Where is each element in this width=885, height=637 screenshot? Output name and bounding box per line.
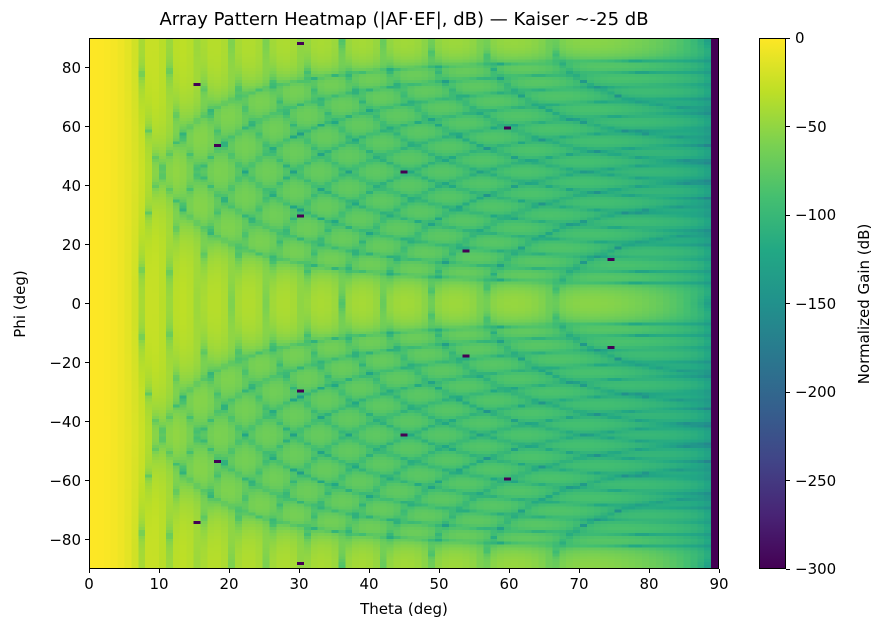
- x-axis-label: Theta (deg): [360, 600, 448, 618]
- colorbar-tick-label: −250: [795, 471, 837, 490]
- x-tick: [718, 569, 720, 573]
- y-tick-label: 20: [61, 235, 81, 254]
- x-tick-label: 10: [149, 575, 169, 593]
- y-tick-label: 60: [61, 117, 81, 136]
- colorbar-tick-label: −200: [795, 383, 837, 401]
- x-tick: [228, 569, 230, 573]
- y-tick-label: −80: [49, 530, 81, 549]
- x-tick-label: 40: [359, 575, 379, 593]
- y-tick-label: −20: [49, 353, 81, 372]
- colorbar-tick: [786, 126, 790, 127]
- x-tick: [578, 569, 580, 573]
- x-tick-label: 0: [84, 575, 94, 593]
- plot-area: [89, 38, 719, 569]
- x-tick: [508, 569, 510, 573]
- colorbar-tick: [786, 37, 790, 39]
- x-tick: [88, 569, 90, 573]
- colorbar-tick: [786, 480, 790, 481]
- y-tick-label: −40: [49, 412, 81, 431]
- y-tick: [85, 362, 89, 363]
- colorbar-gradient: [759, 38, 786, 569]
- x-tick: [438, 569, 440, 573]
- x-tick: [648, 569, 650, 573]
- colorbar-tick-label: −100: [795, 206, 837, 224]
- y-tick: [85, 244, 89, 245]
- x-tick-label: 20: [219, 575, 239, 593]
- colorbar-label: Normalized Gain (dB): [855, 223, 873, 385]
- y-tick: [85, 126, 89, 127]
- colorbar-tick: [786, 214, 790, 216]
- x-tick: [368, 569, 370, 573]
- x-tick-label: 60: [499, 575, 519, 593]
- x-tick-label: 50: [429, 575, 449, 593]
- y-tick-label: −60: [49, 471, 81, 490]
- x-tick: [158, 569, 160, 573]
- y-tick-label: 40: [61, 176, 81, 195]
- colorbar-tick-label: 0: [795, 29, 805, 47]
- colorbar-tick-label: −300: [795, 560, 837, 578]
- colorbar-tick-label: −50: [795, 117, 827, 136]
- heatmap-canvas: [90, 39, 718, 568]
- x-tick-label: 30: [289, 575, 309, 593]
- colorbar-tick: [786, 568, 790, 570]
- chart-title: Array Pattern Heatmap (|AF·EF|, dB) — Ka…: [159, 9, 649, 30]
- y-tick: [85, 480, 89, 481]
- colorbar-tick: [786, 303, 790, 304]
- y-tick: [85, 185, 89, 186]
- colorbar-tick-label: −150: [795, 294, 837, 313]
- x-tick-label: 70: [569, 575, 589, 593]
- y-tick: [85, 67, 89, 68]
- y-tick-label: 80: [61, 58, 81, 77]
- y-axis-label: Phi (deg): [11, 270, 29, 338]
- x-tick-label: 90: [709, 575, 729, 593]
- y-tick: [85, 303, 89, 304]
- x-tick-label: 80: [639, 575, 659, 593]
- y-tick-label: 0: [71, 294, 81, 313]
- colorbar-tick: [786, 391, 790, 393]
- x-tick: [298, 569, 300, 573]
- y-tick: [85, 539, 89, 540]
- y-tick: [85, 421, 89, 422]
